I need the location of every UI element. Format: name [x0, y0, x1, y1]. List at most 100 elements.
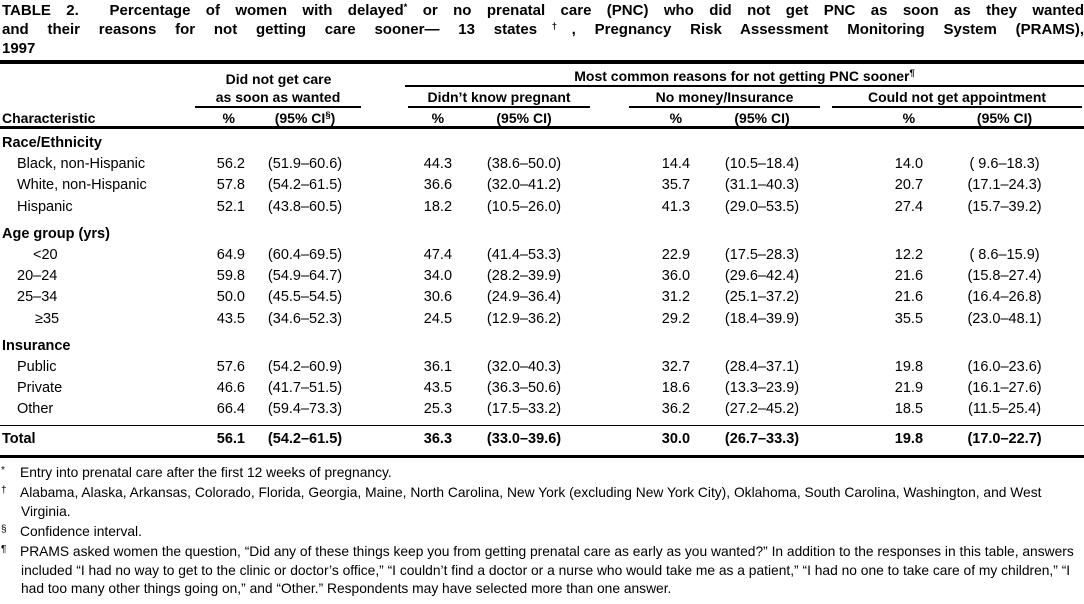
cell-percent: 21.9	[894, 380, 924, 397]
cell-ci: (36.3–50.6)	[486, 380, 562, 397]
row-label: <20	[33, 247, 58, 264]
section-header-insurance: Insurance	[2, 337, 71, 354]
cell-percent: 24.5	[423, 310, 453, 327]
title-text: or no prenatal care (PNC) who did not ge…	[407, 2, 1084, 19]
cell-ci: (15.7–39.2)	[967, 198, 1042, 215]
cell-ci: (32.0–40.3)	[486, 359, 562, 376]
table-row-total: Total 56.1 (54.2–61.5) 36.3 (33.0–39.6) …	[0, 424, 1084, 457]
column-header-ci: (95% CI)	[692, 108, 833, 129]
empty-header-cell	[0, 87, 192, 108]
cell-ci: (59.4–73.3)	[267, 401, 343, 418]
cell-ci: (16.4–26.8)	[967, 289, 1042, 306]
table-row: White, non-Hispanic 57.8 (54.2–61.5) 36.…	[0, 175, 1084, 196]
footnote-pilcrow: ¶ PRAMS asked women the question, “Did an…	[1, 541, 1084, 598]
prams-data-table: Did not get care Most common reasons for…	[0, 60, 1084, 458]
cell-percent: 21.6	[894, 289, 924, 306]
cell-ci: (54.2–60.9)	[267, 359, 343, 376]
title-line-3: 1997	[2, 40, 36, 57]
title-line-2: and their reasons for not getting care s…	[2, 20, 1084, 39]
cell-percent: 35.7	[661, 177, 691, 194]
cell-percent: 30.6	[423, 289, 453, 306]
row-label: Hispanic	[17, 198, 73, 215]
footnote-symbol: §	[1, 524, 7, 536]
cell-ci: (54.9–64.7)	[267, 268, 343, 285]
row-label: 20–24	[17, 268, 58, 285]
reasons-span-label: Most common reasons for not getting PNC …	[574, 68, 910, 84]
table-row: Public 57.6 (54.2–60.9) 36.1 (32.0–40.3)…	[0, 357, 1084, 378]
cell-percent: 50.0	[216, 289, 245, 306]
cell-ci: (38.6–50.0)	[486, 156, 562, 173]
cell-ci: (16.1–27.6)	[967, 380, 1042, 397]
cell-ci: (32.0–41.2)	[486, 177, 562, 194]
cell-percent: 35.5	[894, 310, 924, 327]
cell-percent: 29.2	[661, 310, 691, 327]
cell-percent: 34.0	[423, 268, 453, 285]
cell-ci: (26.7–33.3)	[692, 424, 833, 457]
cell-ci: (28.4–37.1)	[724, 359, 800, 376]
column-group-no-money-insurance: No money/Insurance	[594, 87, 832, 108]
cell-ci: (41.4–53.3)	[486, 247, 562, 264]
cell-ci: (54.2–61.5)	[245, 424, 366, 457]
cell-percent: 32.7	[661, 359, 691, 376]
cell-ci: (54.2–61.5)	[267, 177, 343, 194]
footnote-text: Entry into prenatal care after the first…	[20, 464, 392, 480]
cell-percent: 57.6	[216, 359, 245, 376]
column-header-percent: %	[192, 108, 245, 129]
cell-ci: (34.6–52.3)	[267, 310, 343, 327]
title-text: TABLE 2. Percentage of women with delaye…	[2, 2, 404, 19]
cell-percent: 36.0	[661, 268, 691, 285]
table-row: Black, non-Hispanic 56.2 (51.9–60.6) 44.…	[0, 154, 1084, 175]
cell-ci: (15.8–27.4)	[967, 268, 1042, 285]
column-group-reasons: Most common reasons for not getting PNC …	[365, 62, 1084, 87]
cell-percent: 44.3	[423, 156, 453, 173]
cell-ci: (10.5–18.4)	[724, 156, 800, 173]
cell-percent: 57.8	[216, 177, 245, 194]
cell-percent: 19.8	[894, 359, 924, 376]
footnote-marker-asterisk: *	[403, 2, 408, 13]
cell-ci: (45.5–54.5)	[267, 289, 343, 306]
table-row: <20 64.9 (60.4–69.5) 47.4 (41.4–53.3) 22…	[0, 245, 1084, 266]
footnote-symbol: ¶	[1, 544, 7, 556]
footnote-text: Alabama, Alaska, Arkansas, Colorado, Flo…	[20, 485, 1042, 519]
footnote-symbol: *	[1, 464, 5, 476]
footnote-section: § Confidence interval.	[1, 521, 1084, 541]
cell-ci: (17.0–22.7)	[925, 424, 1084, 457]
empty-header-cell	[0, 62, 192, 87]
cell-percent: 36.3	[365, 424, 455, 457]
cell-ci: ( 8.6–15.9)	[969, 247, 1040, 264]
cell-ci: (11.5–25.4)	[967, 401, 1042, 418]
cell-percent: 22.9	[661, 247, 691, 264]
cell-ci: (33.0–39.6)	[454, 424, 595, 457]
cell-percent: 64.9	[216, 247, 245, 264]
title-text: , Pregnancy Risk Assessment Monitoring S…	[571, 21, 1084, 38]
cell-percent: 43.5	[216, 310, 245, 327]
cell-percent: 12.2	[894, 247, 924, 264]
column-group-did-not-get-care: Did not get care	[225, 71, 332, 87]
cell-ci: (23.0–48.1)	[967, 310, 1042, 327]
header-row-groups-bottom: as soon as wanted Didn’t know pregnant N…	[0, 87, 1084, 108]
row-label: Public	[17, 359, 57, 376]
cell-percent: 43.5	[423, 380, 453, 397]
table-row: 25–34 50.0 (45.5–54.5) 30.6 (24.9–36.4) …	[0, 287, 1084, 308]
cell-ci: (29.0–53.5)	[724, 198, 800, 215]
cell-ci: (41.7–51.5)	[267, 380, 343, 397]
cell-percent: 47.4	[423, 247, 453, 264]
row-label: Private	[17, 380, 63, 397]
cell-ci: (18.4–39.9)	[724, 310, 800, 327]
cell-ci: (12.9–36.2)	[486, 310, 562, 327]
footnote-symbol: †	[1, 485, 7, 497]
column-header-ci: (95% CI§)	[245, 108, 366, 129]
cell-percent: 59.8	[216, 268, 245, 285]
cell-ci: (28.2–39.9)	[486, 268, 562, 285]
footnote-marker-pilcrow: ¶	[909, 68, 915, 79]
cell-percent: 56.1	[192, 424, 245, 457]
cell-percent: 14.0	[894, 156, 924, 173]
column-header-ci: (95% CI)	[454, 108, 595, 129]
cell-percent: 19.8	[832, 424, 926, 457]
cell-percent: 18.5	[894, 401, 924, 418]
section-header-race-ethnicity: Race/Ethnicity	[2, 135, 102, 151]
column-header-percent: %	[832, 108, 926, 129]
column-header-percent: %	[365, 108, 455, 129]
cell-percent: 36.1	[423, 359, 453, 376]
